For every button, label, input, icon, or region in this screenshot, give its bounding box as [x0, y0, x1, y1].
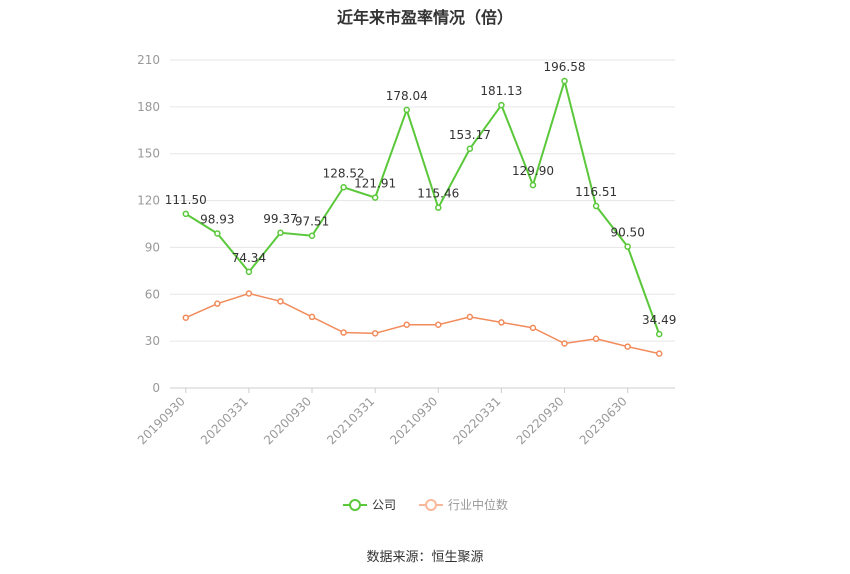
data-point-industry-median	[403, 321, 410, 328]
data-label-company: 115.46	[417, 187, 459, 201]
data-point-industry-median	[624, 343, 631, 350]
data-source: 数据来源：恒生聚源	[366, 550, 484, 565]
x-tick-label: 20210930	[387, 394, 440, 447]
line-chart: 0 30 60 90 120 150 180 210 20190930 20200331 20200…	[135, 53, 677, 447]
x-tick-label: 20220930	[514, 394, 567, 447]
legend-company-label: 公司	[371, 498, 396, 512]
data-label-company: 196.58	[544, 60, 586, 74]
data-point-company	[403, 106, 410, 114]
data-point-industry-median	[245, 290, 253, 297]
data-label-company: 90.50	[610, 226, 644, 240]
data-label-company: 116.51	[575, 185, 617, 199]
data-point-company	[561, 77, 568, 85]
y-tick-label: 60	[145, 287, 160, 301]
data-label-company: 128.52	[323, 166, 365, 180]
data-label-company: 129.90	[512, 164, 554, 178]
x-tick-label: 20220331	[450, 394, 503, 447]
data-point-industry-median	[214, 300, 221, 307]
data-label-company: 153.17	[449, 128, 491, 142]
x-tick-label: 20200331	[198, 394, 251, 447]
data-label-company: 181.13	[480, 84, 522, 98]
data-point-industry-median	[561, 340, 568, 347]
data-point-company	[498, 101, 505, 109]
x-tick-label: 20200930	[261, 394, 314, 447]
data-label-company: 34.49	[642, 313, 676, 327]
legend-item-company[interactable]: 公司	[342, 496, 396, 513]
data-point-company	[529, 181, 537, 189]
data-point-company	[435, 204, 442, 211]
data-point-industry-median	[182, 314, 190, 321]
legend-industry-label: 行业中位数	[448, 498, 509, 512]
data-label-company: 99.37	[263, 212, 297, 226]
data-point-industry-median	[371, 330, 379, 337]
data-point-industry-median	[592, 335, 600, 343]
series-line-company	[185, 77, 661, 335]
y-tick-label: 120	[137, 194, 160, 208]
data-point-industry-median	[498, 319, 505, 326]
y-tick-label: 210	[137, 53, 160, 67]
y-tick-label: 150	[137, 147, 160, 161]
data-point-company	[624, 243, 631, 250]
data-point-company	[592, 202, 600, 210]
y-tick-label: 180	[137, 100, 160, 114]
data-point-company	[655, 330, 663, 338]
y-tick-label: 90	[145, 240, 160, 254]
chart-title: 近年来市盈率情况（倍）	[336, 8, 513, 27]
y-tick-label: 0	[152, 381, 160, 395]
data-point-industry-median	[466, 313, 474, 321]
legend-item-industry-median[interactable]: 行业中位数	[418, 496, 508, 513]
x-tick-label: 20190930	[135, 394, 188, 447]
series-layer	[182, 77, 663, 357]
data-point-industry-median	[340, 329, 347, 336]
data-point-industry-median	[655, 350, 663, 357]
data-point-company	[466, 145, 474, 153]
grid-layer	[170, 59, 675, 389]
data-point-company	[245, 268, 253, 276]
x-tick-label: 20230630	[577, 394, 630, 447]
data-point-company	[214, 230, 221, 237]
data-label-company: 111.50	[165, 193, 207, 207]
data-label-company: 97.51	[295, 215, 329, 229]
data-point-company	[308, 232, 316, 239]
data-label-company: 178.04	[386, 89, 428, 103]
data-label-company: 98.93	[200, 212, 234, 226]
data-point-industry-median	[529, 324, 537, 332]
data-point-industry-median	[277, 298, 284, 305]
legend: 公司 行业中位数	[0, 496, 850, 513]
data-point-industry-median	[435, 321, 442, 328]
series-line-industry-median	[185, 292, 660, 355]
data-point-industry-median	[308, 313, 316, 321]
data-point-company	[182, 210, 190, 218]
x-tick-label: 20210331	[324, 394, 377, 447]
data-point-company	[277, 229, 284, 237]
legend-industry-icon	[419, 498, 443, 511]
data-label-company: 74.34	[232, 251, 266, 265]
y-tick-label: 30	[145, 334, 160, 348]
data-point-company	[371, 194, 379, 201]
data-point-company	[340, 184, 347, 191]
data-label-company: 121.91	[354, 177, 396, 191]
legend-company-icon	[342, 498, 367, 511]
